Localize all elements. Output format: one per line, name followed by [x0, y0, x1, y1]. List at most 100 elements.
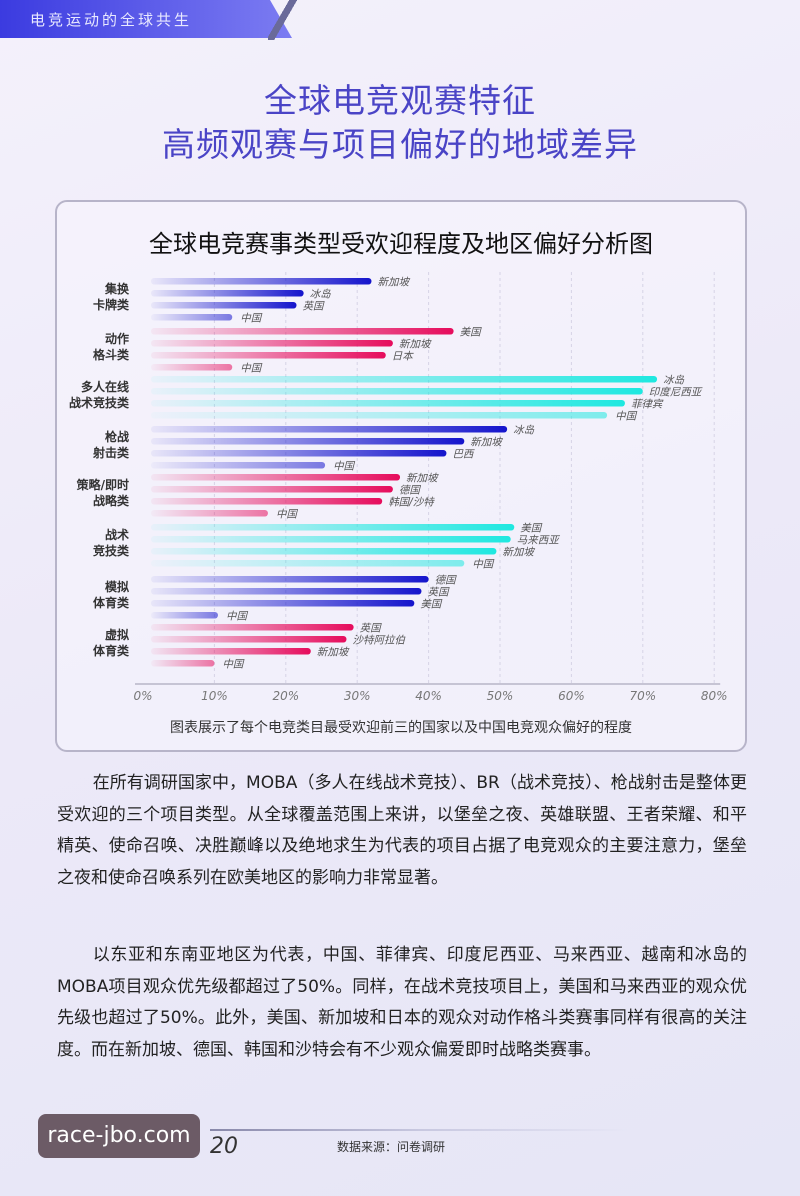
bar-label: 沙特阿拉伯: [352, 635, 405, 647]
bar-label: 美国: [520, 523, 542, 535]
bar-label: 新加坡: [406, 473, 439, 485]
bar-label: 中国: [615, 411, 637, 423]
bar-chart: 0% 10% 20% 30% 40% 50% 60% 70% 80%集换卡牌类新加坡冰岛英国中国…: [69, 272, 728, 703]
bar-label: 巴西: [452, 449, 474, 461]
body-paragraph-1: 在所有调研国家中，MOBA（多人在线战术竞技）、BR（战术竞技）、枪战射击是整体…: [57, 773, 747, 888]
bar: [151, 412, 608, 419]
page-title-line2: 高频观赛与项目偏好的地域差异: [162, 125, 638, 164]
category-label: 竞技类: [93, 543, 130, 558]
page-title-line1: 全球电竞观赛特征: [264, 81, 536, 120]
bar: [151, 352, 386, 359]
x-tick-label: 10%: [201, 689, 228, 703]
watermark: race-jbo.com: [38, 1114, 200, 1158]
bar: [151, 612, 218, 619]
bar-label: 德国: [435, 575, 457, 587]
page-number: 20: [210, 1134, 238, 1159]
bar-label: 冰岛: [310, 289, 331, 301]
bar-label: 英国: [427, 587, 449, 599]
category-label: 战术竞技类: [69, 395, 130, 410]
bar: [151, 624, 354, 631]
bar-label: 新加坡: [399, 339, 432, 351]
data-source: 数据来源：问卷调研: [337, 1140, 446, 1154]
chart-caption: 图表展示了每个电竞类目最受欢迎前三的国家以及中国电竞观众偏好的程度: [170, 720, 632, 736]
x-tick-label: 60%: [558, 689, 585, 703]
bar-label: 美国: [460, 327, 482, 339]
bar: [151, 560, 465, 567]
bar: [151, 600, 415, 607]
bar: [151, 450, 447, 457]
bar-label: 冰岛: [663, 375, 684, 387]
bar: [151, 648, 311, 655]
bar: [151, 576, 429, 583]
category-label: 动作: [105, 331, 129, 346]
bar-label: 日本: [392, 351, 414, 363]
bar-label: 马来西亚: [517, 535, 560, 547]
bar-label: 冰岛: [513, 425, 534, 437]
bar-label: 新加坡: [317, 647, 350, 659]
category-label: 体育类: [93, 643, 130, 658]
category-label: 模拟: [105, 579, 129, 594]
category-label: 策略/即时: [77, 477, 129, 492]
category-label: 射击类: [92, 445, 130, 460]
bar-label: 新加坡: [377, 277, 410, 289]
bar-label: 新加坡: [470, 437, 503, 449]
bar-label: 中国: [240, 363, 262, 375]
bar: [151, 302, 297, 309]
category-label: 枪战: [105, 429, 129, 444]
bar: [151, 524, 515, 531]
bar-label: 新加坡: [502, 547, 535, 559]
bar-label: 英国: [303, 301, 325, 313]
bar-label: 德国: [399, 485, 421, 497]
category-label: 多人在线: [81, 379, 129, 394]
chart-panel: 全球电竞赛事类型受欢迎程度及地区偏好分析图 0% 10% 20% 30% 40% 50% 6…: [55, 200, 747, 752]
bar: [151, 510, 268, 517]
x-tick-label: 50%: [487, 689, 514, 703]
bar: [151, 388, 643, 395]
bar: [151, 328, 454, 335]
category-label: 集换: [104, 281, 130, 296]
category-label: 卡牌类: [93, 297, 130, 312]
body-paragraph-2: 以东亚和东南亚地区为代表，中国、菲律宾、印度尼西亚、马来西亚、越南和冰岛的MOB…: [57, 945, 747, 1060]
bar-label: 韩国/沙特: [388, 497, 435, 509]
x-tick-label: 80%: [701, 689, 728, 703]
bar: [151, 498, 383, 505]
bar: [151, 536, 511, 543]
bar-label: 中国: [333, 461, 355, 473]
bar-label: 英国: [360, 623, 382, 635]
bar-label: 美国: [420, 599, 442, 611]
bar-label: 菲律宾: [631, 399, 664, 411]
x-tick-label: 20%: [272, 689, 299, 703]
bar: [151, 364, 233, 371]
bar: [151, 278, 372, 285]
x-tick-label: 30%: [344, 689, 371, 703]
bar: [151, 290, 304, 297]
bar-label: 印度尼西亚: [649, 387, 703, 399]
bar: [151, 548, 497, 555]
bar: [151, 314, 233, 321]
banner-stripe: [268, 0, 298, 40]
bar: [151, 486, 393, 493]
category-label: 体育类: [93, 595, 130, 610]
section-title: 电竞运动的全球共生: [30, 11, 193, 29]
bar: [151, 340, 393, 347]
bar: [151, 400, 625, 407]
bar: [151, 376, 658, 383]
x-tick-label: 0%: [133, 689, 152, 703]
x-tick-label: 40%: [415, 689, 442, 703]
category-label: 格斗类: [93, 347, 130, 362]
section-banner: [0, 0, 292, 38]
x-tick-label: 70%: [629, 689, 656, 703]
bar-label: 中国: [472, 559, 494, 571]
footer-divider: [210, 1129, 630, 1131]
category-label: 战术: [105, 527, 129, 542]
bar: [151, 660, 215, 667]
bar: [151, 636, 347, 643]
category-label: 战略类: [93, 493, 130, 508]
bar: [151, 438, 465, 445]
bar-label: 中国: [226, 611, 248, 623]
bar: [151, 474, 401, 481]
bar: [151, 588, 422, 595]
bar: [151, 426, 508, 433]
bar-label: 中国: [276, 509, 298, 521]
bar-label: 中国: [222, 659, 244, 671]
